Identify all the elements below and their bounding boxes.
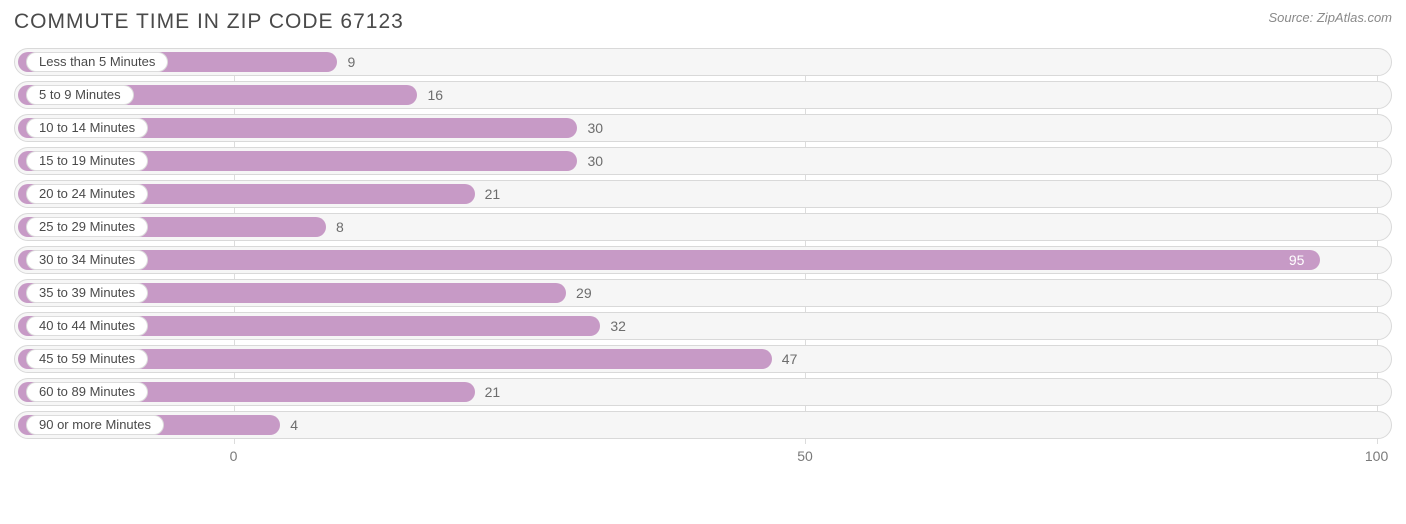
category-pill: 15 to 19 Minutes [26, 151, 148, 171]
bar-row: 25 to 29 Minutes 8 [14, 213, 1392, 241]
bar-track: 40 to 44 Minutes 32 [14, 312, 1392, 340]
value-label: 29 [576, 285, 592, 301]
bar-row: 45 to 59 Minutes 47 [14, 345, 1392, 373]
chart-title: COMMUTE TIME IN ZIP CODE 67123 [14, 10, 404, 34]
bar-track: 60 to 89 Minutes 21 [14, 378, 1392, 406]
category-pill: 60 to 89 Minutes [26, 382, 148, 402]
category-pill: 5 to 9 Minutes [26, 85, 134, 105]
x-tick: 0 [230, 448, 238, 464]
value-label: 32 [610, 318, 626, 334]
bar-track: 15 to 19 Minutes 30 [14, 147, 1392, 175]
bars-layer: Less than 5 Minutes 9 5 to 9 Minutes 16 10 t… [14, 48, 1392, 439]
chart-source: Source: ZipAtlas.com [1268, 10, 1392, 25]
category-pill: 40 to 44 Minutes [26, 316, 148, 336]
value-label: 8 [336, 219, 344, 235]
chart-plot: Less than 5 Minutes 9 5 to 9 Minutes 16 10 t… [14, 48, 1392, 472]
value-label: 4 [290, 417, 298, 433]
category-pill: 25 to 29 Minutes [26, 217, 148, 237]
category-pill: 30 to 34 Minutes [26, 250, 148, 270]
category-pill: 10 to 14 Minutes [26, 118, 148, 138]
bar-row: Less than 5 Minutes 9 [14, 48, 1392, 76]
category-pill: 45 to 59 Minutes [26, 349, 148, 369]
bar-track: 45 to 59 Minutes 47 [14, 345, 1392, 373]
value-label: 30 [587, 153, 603, 169]
chart-container: COMMUTE TIME IN ZIP CODE 67123 Source: Z… [0, 0, 1406, 524]
bar-row: 5 to 9 Minutes 16 [14, 81, 1392, 109]
x-tick: 50 [797, 448, 813, 464]
bar-track: 35 to 39 Minutes 29 [14, 279, 1392, 307]
x-tick: 100 [1365, 448, 1388, 464]
bar-row: 35 to 39 Minutes 29 [14, 279, 1392, 307]
bar-track: 25 to 29 Minutes 8 [14, 213, 1392, 241]
bar-track: 10 to 14 Minutes 30 [14, 114, 1392, 142]
bar-row: 30 to 34 Minutes 95 [14, 246, 1392, 274]
bar-row: 15 to 19 Minutes 30 [14, 147, 1392, 175]
bar-fill [18, 250, 1320, 270]
x-axis: 0 50 100 [14, 444, 1392, 472]
bar-track: Less than 5 Minutes 9 [14, 48, 1392, 76]
bar-row: 90 or more Minutes 4 [14, 411, 1392, 439]
bar-track: 5 to 9 Minutes 16 [14, 81, 1392, 109]
bar-row: 60 to 89 Minutes 21 [14, 378, 1392, 406]
bar-row: 20 to 24 Minutes 21 [14, 180, 1392, 208]
value-label: 21 [485, 186, 501, 202]
category-pill: Less than 5 Minutes [26, 52, 168, 72]
bar-track: 30 to 34 Minutes 95 [14, 246, 1392, 274]
category-pill: 90 or more Minutes [26, 415, 164, 435]
value-label: 16 [427, 87, 443, 103]
value-label: 30 [587, 120, 603, 136]
bar-track: 20 to 24 Minutes 21 [14, 180, 1392, 208]
bar-row: 40 to 44 Minutes 32 [14, 312, 1392, 340]
category-pill: 20 to 24 Minutes [26, 184, 148, 204]
value-label: 95 [1289, 252, 1305, 268]
chart-header: COMMUTE TIME IN ZIP CODE 67123 Source: Z… [14, 10, 1392, 34]
value-label: 47 [782, 351, 798, 367]
value-label: 21 [485, 384, 501, 400]
value-label: 9 [347, 54, 355, 70]
category-pill: 35 to 39 Minutes [26, 283, 148, 303]
bar-track: 90 or more Minutes 4 [14, 411, 1392, 439]
bar-row: 10 to 14 Minutes 30 [14, 114, 1392, 142]
